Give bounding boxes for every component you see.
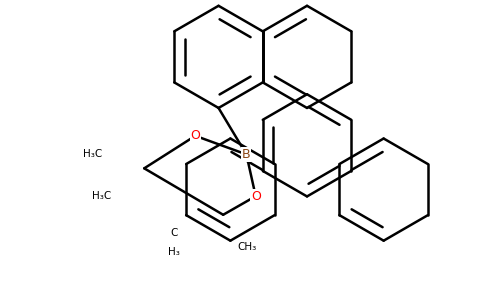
- Text: C: C: [171, 228, 178, 238]
- Text: O: O: [190, 129, 200, 142]
- Text: H₃: H₃: [168, 247, 181, 257]
- Text: CH₃: CH₃: [237, 242, 257, 252]
- Text: O: O: [251, 190, 260, 203]
- Text: H₃C: H₃C: [83, 149, 103, 159]
- Text: H₃C: H₃C: [92, 191, 112, 201]
- Text: B: B: [242, 148, 251, 161]
